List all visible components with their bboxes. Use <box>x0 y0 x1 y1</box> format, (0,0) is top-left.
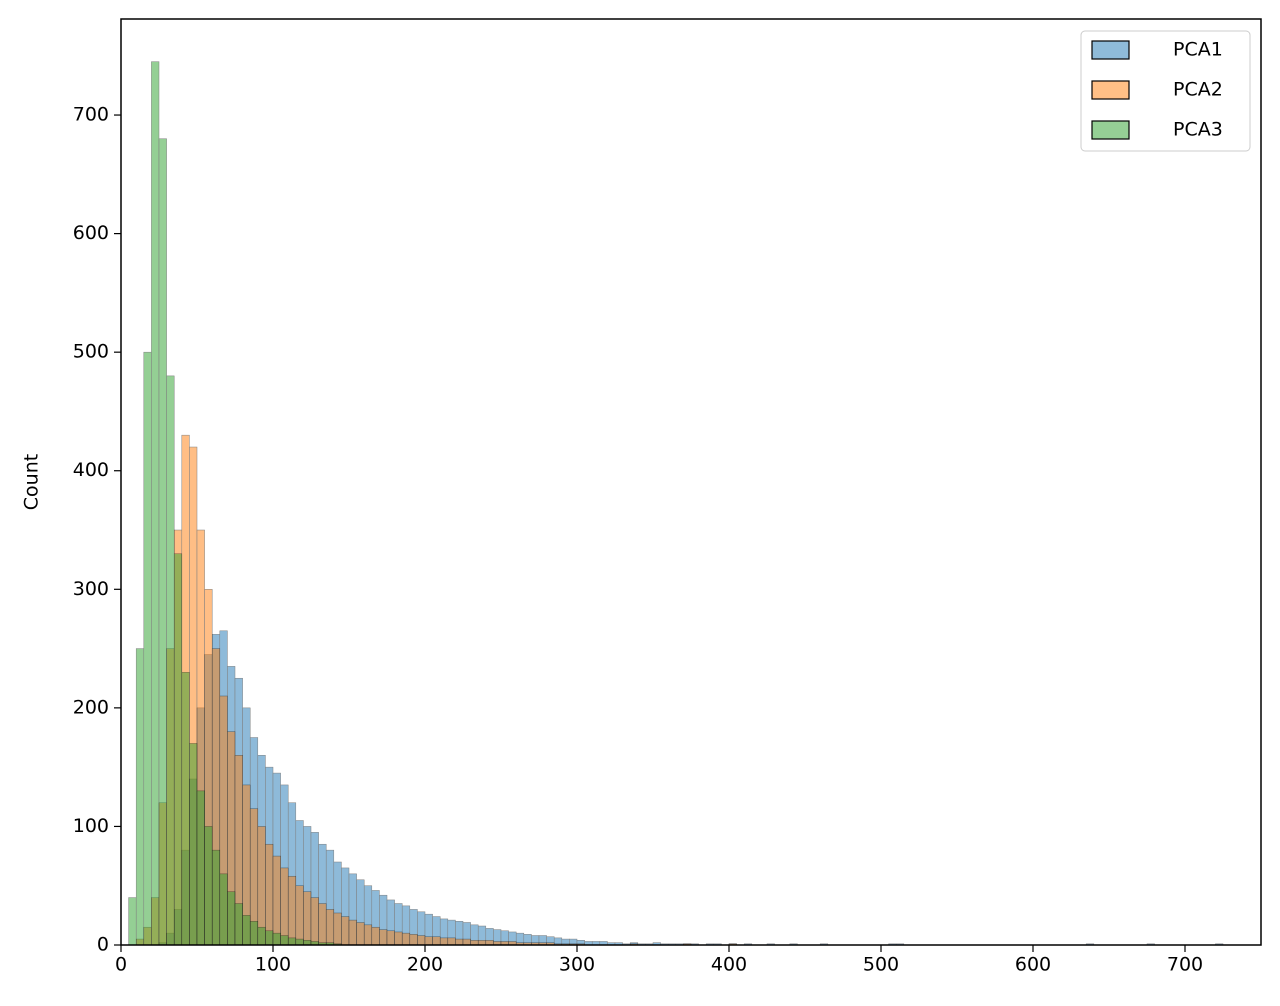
y-tick-label: 0 <box>97 934 109 956</box>
bar <box>409 934 418 946</box>
bar <box>439 937 449 946</box>
bar <box>333 912 342 946</box>
bar <box>341 916 350 946</box>
legend-label: PCA3 <box>1173 119 1223 141</box>
y-tick-label: 400 <box>73 459 109 481</box>
axes-frame <box>120 18 1262 946</box>
bar <box>181 672 190 946</box>
bar <box>287 875 297 946</box>
legend-swatch <box>1091 80 1130 100</box>
bar <box>272 932 281 946</box>
bar <box>348 919 357 946</box>
bar <box>265 930 274 946</box>
bar <box>325 909 335 946</box>
bar <box>189 743 198 946</box>
bar <box>424 936 433 946</box>
bar <box>272 855 281 946</box>
x-tick-label: 700 <box>1167 954 1203 976</box>
bar <box>295 938 304 946</box>
bar <box>135 648 145 946</box>
bar <box>280 867 289 946</box>
bar <box>173 553 183 946</box>
y-tick-label: 100 <box>73 815 109 837</box>
x-tick-label: 400 <box>711 954 747 976</box>
bar <box>234 903 243 946</box>
bar <box>166 375 175 946</box>
legend-swatch <box>1091 120 1130 140</box>
bar <box>371 926 380 946</box>
legend-label: PCA2 <box>1173 79 1223 101</box>
bar <box>363 924 373 946</box>
bar <box>303 891 312 946</box>
x-tick-label: 100 <box>255 954 291 976</box>
bar <box>196 790 205 946</box>
y-tick-label: 500 <box>73 341 109 363</box>
bar <box>158 138 167 946</box>
x-tick-label: 0 <box>115 954 127 976</box>
x-tick-label: 300 <box>559 954 595 976</box>
bar <box>417 935 426 946</box>
bar <box>227 891 236 946</box>
bar <box>128 897 137 946</box>
bar <box>318 903 327 946</box>
bar <box>143 351 152 946</box>
y-axis-label: Count <box>21 454 43 510</box>
bar <box>219 873 228 946</box>
bar <box>401 932 411 946</box>
bar <box>295 885 304 946</box>
bar <box>462 938 471 946</box>
legend-label: PCA1 <box>1173 39 1223 61</box>
bar <box>265 843 274 946</box>
bar <box>242 915 251 946</box>
x-tick-label: 200 <box>407 954 443 976</box>
bar <box>257 926 266 946</box>
bar <box>394 931 403 946</box>
bar <box>432 936 441 946</box>
x-tick-label: 600 <box>1015 954 1051 976</box>
bar <box>249 921 259 946</box>
bar <box>280 935 289 946</box>
bar <box>356 922 365 946</box>
x-tick-label: 500 <box>863 954 899 976</box>
y-tick-label: 300 <box>73 578 109 600</box>
bar <box>310 897 319 946</box>
bar <box>447 937 456 946</box>
bar <box>151 61 160 946</box>
y-tick-label: 600 <box>73 222 109 244</box>
bar <box>379 929 388 946</box>
y-tick-label: 700 <box>73 104 109 126</box>
bar <box>386 930 395 946</box>
bar <box>204 826 213 946</box>
bar <box>211 849 221 946</box>
bar <box>455 938 464 946</box>
y-tick-label: 200 <box>73 696 109 718</box>
bar <box>287 937 297 946</box>
legend-swatch <box>1091 40 1130 60</box>
